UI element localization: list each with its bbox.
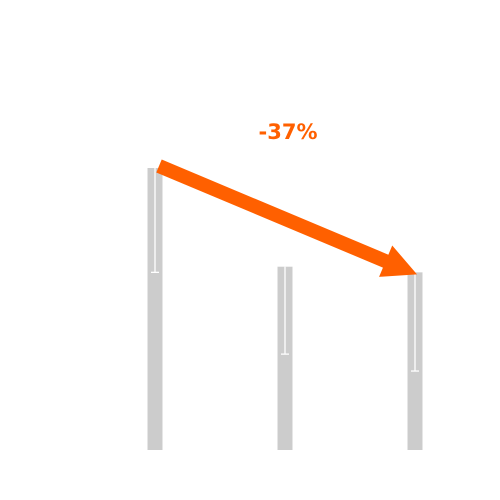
bar-2 bbox=[277, 266, 293, 450]
error-bars-layer bbox=[151, 168, 419, 372]
change-annotation: -37% bbox=[156, 120, 417, 277]
change-arrow-shaft bbox=[156, 159, 391, 269]
bar-1 bbox=[147, 168, 163, 450]
error-bar-3 bbox=[411, 272, 419, 372]
change-label: -37% bbox=[259, 120, 318, 144]
bars-layer bbox=[147, 168, 423, 450]
error-bar-1 bbox=[151, 168, 159, 273]
error-bar-2 bbox=[281, 266, 289, 355]
change-arrow-head bbox=[379, 245, 417, 277]
